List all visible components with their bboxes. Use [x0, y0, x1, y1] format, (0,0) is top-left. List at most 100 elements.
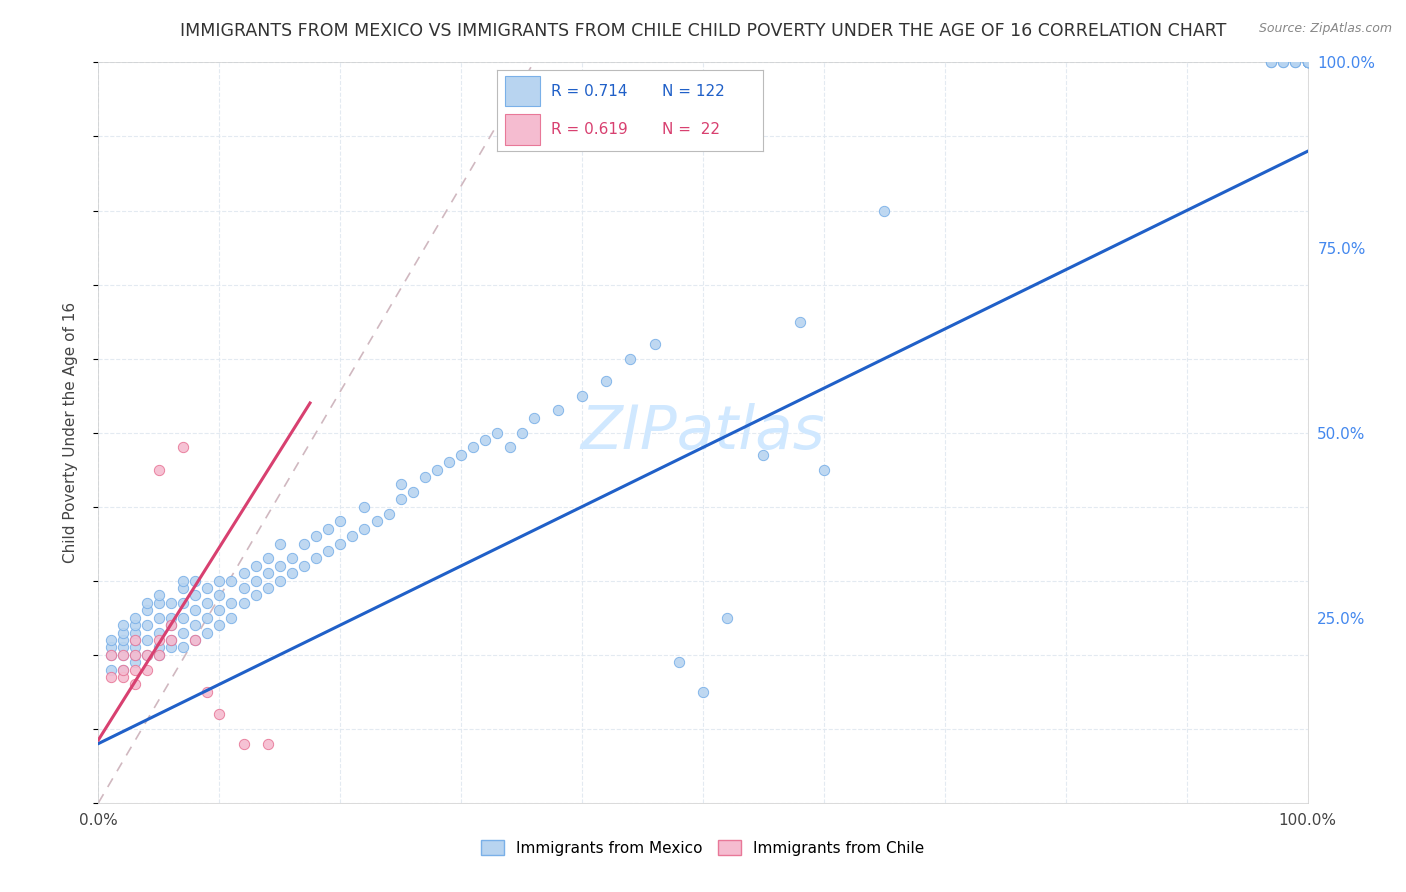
Point [172, 596, 194, 610]
Point [195, 581, 218, 595]
Point [256, 581, 278, 595]
Point [160, 596, 183, 610]
Point [111, 640, 134, 655]
Point [1296, 55, 1319, 70]
Point [160, 618, 183, 632]
Point [413, 470, 436, 484]
Point [256, 737, 278, 751]
Point [184, 632, 207, 647]
Point [124, 648, 146, 662]
Point [510, 425, 533, 440]
Point [160, 632, 183, 647]
Point [184, 632, 207, 647]
Point [208, 603, 231, 617]
Point [135, 632, 157, 647]
Point [221, 610, 243, 624]
Text: IMMIGRANTS FROM MEXICO VS IMMIGRANTS FROM CHILE CHILD POVERTY UNDER THE AGE OF 1: IMMIGRANTS FROM MEXICO VS IMMIGRANTS FRO… [180, 22, 1226, 40]
Point [389, 477, 412, 491]
Point [111, 632, 134, 647]
Point [232, 596, 254, 610]
Point [619, 351, 641, 366]
Point [571, 388, 593, 402]
Point [135, 663, 157, 677]
Point [269, 536, 291, 550]
Point [124, 618, 146, 632]
Point [1296, 55, 1319, 70]
Point [595, 374, 617, 388]
Point [813, 462, 835, 476]
Point [148, 632, 170, 647]
Point [160, 610, 183, 624]
Point [195, 625, 218, 640]
Point [160, 618, 183, 632]
Point [1296, 55, 1319, 70]
Point [124, 663, 146, 677]
Point [172, 581, 194, 595]
Point [208, 706, 231, 721]
Point [437, 455, 460, 469]
Point [269, 574, 291, 588]
Point [124, 677, 146, 691]
Point [148, 462, 170, 476]
Point [1272, 55, 1295, 70]
Point [1284, 55, 1306, 70]
Point [389, 492, 412, 507]
Point [316, 522, 339, 536]
Point [100, 648, 122, 662]
Point [1296, 55, 1319, 70]
Point [256, 551, 278, 566]
Point [148, 648, 170, 662]
Point [111, 618, 134, 632]
Point [148, 596, 170, 610]
Point [221, 574, 243, 588]
Point [184, 589, 207, 603]
Point [172, 441, 194, 455]
Point [100, 632, 122, 647]
Point [208, 589, 231, 603]
Point [135, 618, 157, 632]
Point [402, 484, 425, 499]
Point [124, 632, 146, 647]
Point [184, 603, 207, 617]
Point [716, 610, 738, 624]
Point [329, 536, 352, 550]
Point [111, 663, 134, 677]
Point [1296, 55, 1319, 70]
Point [232, 566, 254, 581]
Text: Source: ZipAtlas.com: Source: ZipAtlas.com [1258, 22, 1392, 36]
Point [172, 574, 194, 588]
Point [463, 441, 485, 455]
Point [547, 403, 569, 417]
Point [1296, 55, 1319, 70]
Point [353, 522, 375, 536]
Point [111, 648, 134, 662]
Point [245, 558, 267, 573]
Text: ZIPatlas: ZIPatlas [581, 403, 825, 462]
Point [366, 515, 388, 529]
Point [1296, 55, 1319, 70]
Point [329, 515, 352, 529]
Point [245, 589, 267, 603]
Point [245, 574, 267, 588]
Point [342, 529, 364, 543]
Point [100, 640, 122, 655]
Point [124, 655, 146, 669]
Point [135, 648, 157, 662]
Point [148, 648, 170, 662]
Point [184, 618, 207, 632]
Point [256, 566, 278, 581]
Point [148, 610, 170, 624]
Point [135, 603, 157, 617]
Point [195, 596, 218, 610]
Y-axis label: Child Poverty Under the Age of 16: Child Poverty Under the Age of 16 [63, 302, 77, 563]
Point [789, 314, 811, 328]
Point [1260, 55, 1282, 70]
Point [1296, 55, 1319, 70]
Point [124, 632, 146, 647]
Point [172, 610, 194, 624]
Point [292, 536, 315, 550]
Point [668, 655, 690, 669]
Point [221, 596, 243, 610]
Point [281, 551, 304, 566]
Point [498, 441, 520, 455]
